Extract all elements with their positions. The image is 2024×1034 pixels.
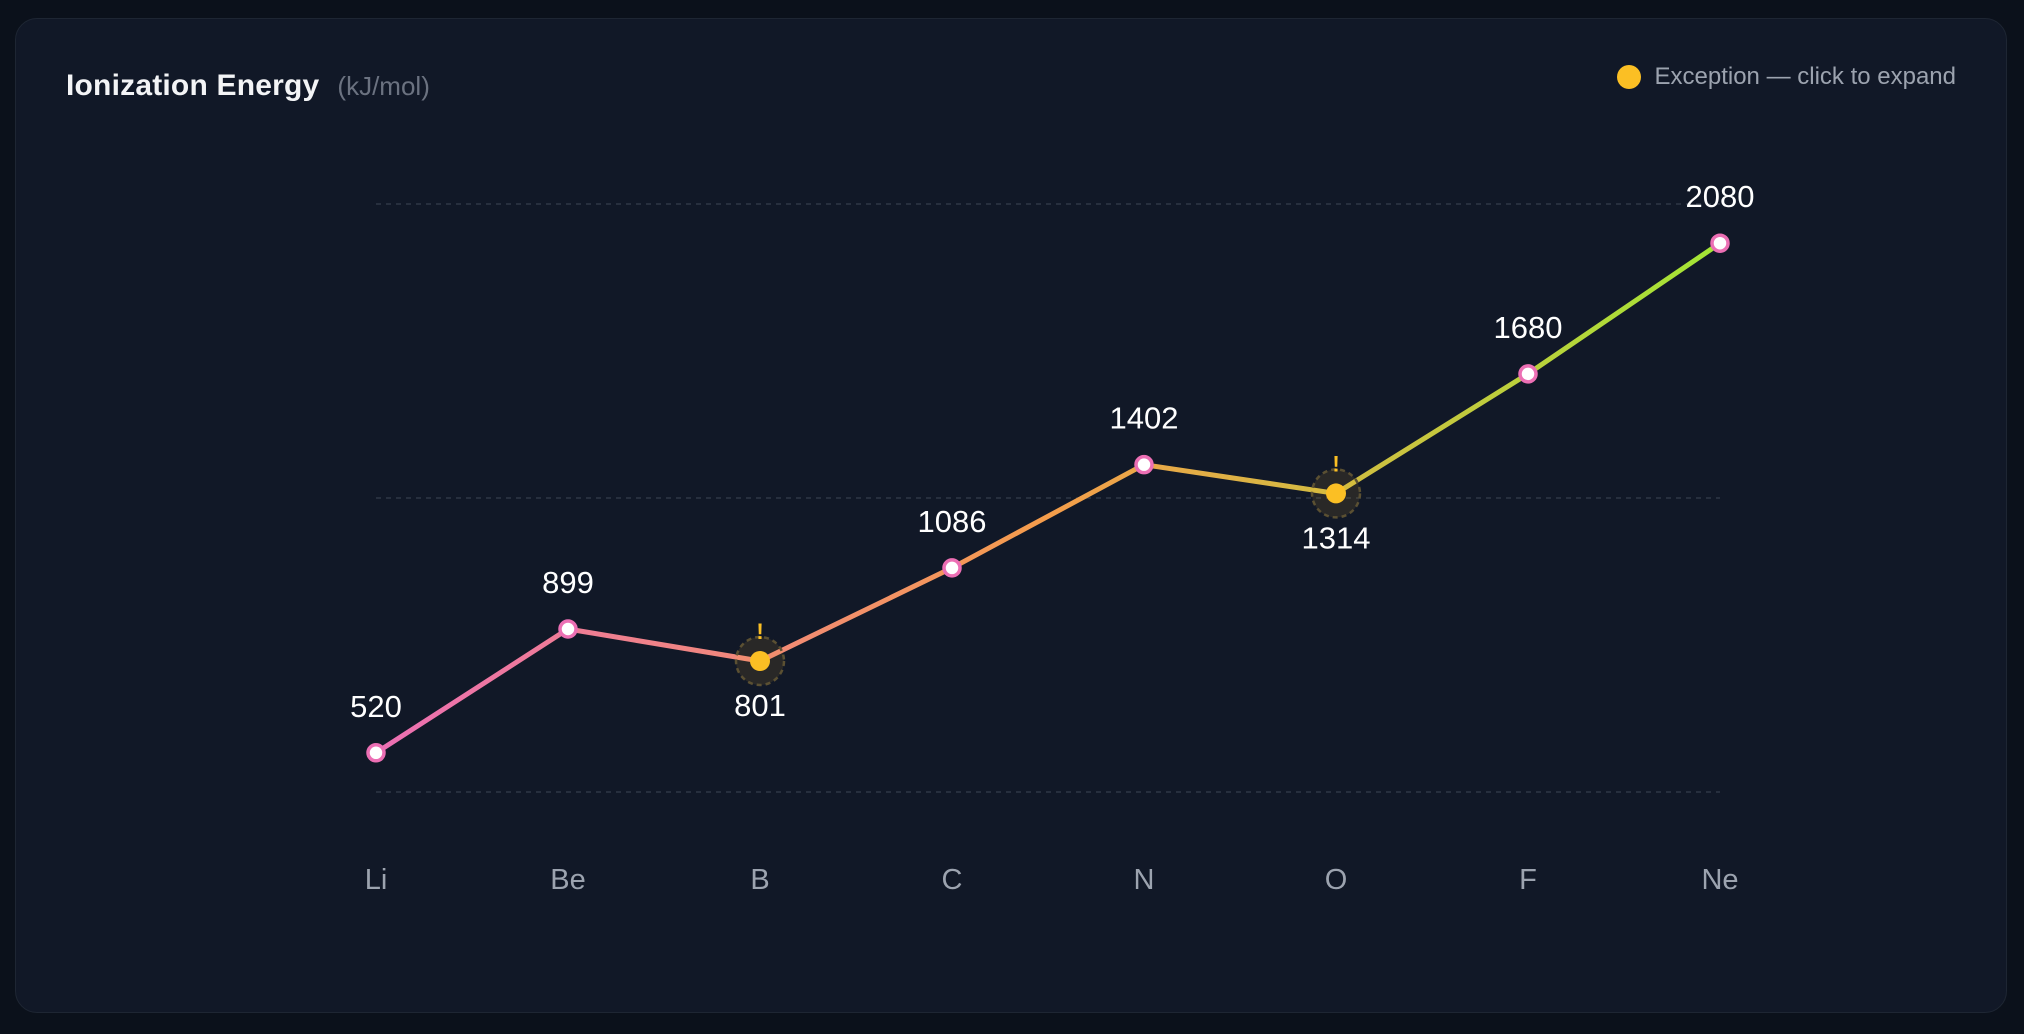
legend-label: Exception — click to expand xyxy=(1654,63,1957,90)
value-label-c: 1086 xyxy=(918,504,987,539)
data-point-n[interactable] xyxy=(1134,454,1154,475)
chart-unit: (kJ/mol) xyxy=(337,71,430,101)
data-point-li[interactable] xyxy=(366,743,386,763)
data-point-c[interactable] xyxy=(942,558,962,578)
x-tick-label-ne: Ne xyxy=(1701,864,1738,896)
gridlines xyxy=(376,203,1720,793)
data-point-b[interactable] xyxy=(750,651,770,672)
x-tick-label-b: B xyxy=(750,864,769,896)
value-label-ne: 2080 xyxy=(1686,179,1755,214)
value-label-b: 801 xyxy=(734,688,786,723)
chart-title: Ionization Energy xyxy=(66,69,320,102)
value-label-li: 520 xyxy=(350,689,402,724)
value-label-o: 1314 xyxy=(1302,520,1371,555)
value-label-n: 1402 xyxy=(1110,401,1179,436)
data-point-be[interactable] xyxy=(558,619,578,639)
exception-marker-o: ! xyxy=(1332,451,1339,476)
exception-marker-b: ! xyxy=(756,619,763,644)
value-label-f: 1680 xyxy=(1494,310,1563,345)
data-point-ne[interactable] xyxy=(1710,233,1730,253)
x-tick-label-f: F xyxy=(1519,864,1537,896)
x-tick-label-li: Li xyxy=(365,864,388,896)
x-tick-label-c: C xyxy=(942,864,963,896)
value-label-be: 899 xyxy=(542,565,594,600)
chart-header: Ionization Energy (kJ/mol) xyxy=(66,69,430,103)
legend-exception[interactable]: Exception — click to expand xyxy=(1616,63,1957,91)
x-tick-label-n: N xyxy=(1134,864,1155,896)
data-point-f[interactable] xyxy=(1518,364,1538,384)
chart-card: Ionization Energy (kJ/mol) Exception — c… xyxy=(15,18,2007,1013)
data-point-o[interactable] xyxy=(1326,483,1346,504)
legend-dot-icon xyxy=(1616,65,1641,89)
x-tick-label-o: O xyxy=(1325,864,1348,896)
x-tick-label-be: Be xyxy=(550,864,585,896)
series-line xyxy=(373,240,1723,756)
